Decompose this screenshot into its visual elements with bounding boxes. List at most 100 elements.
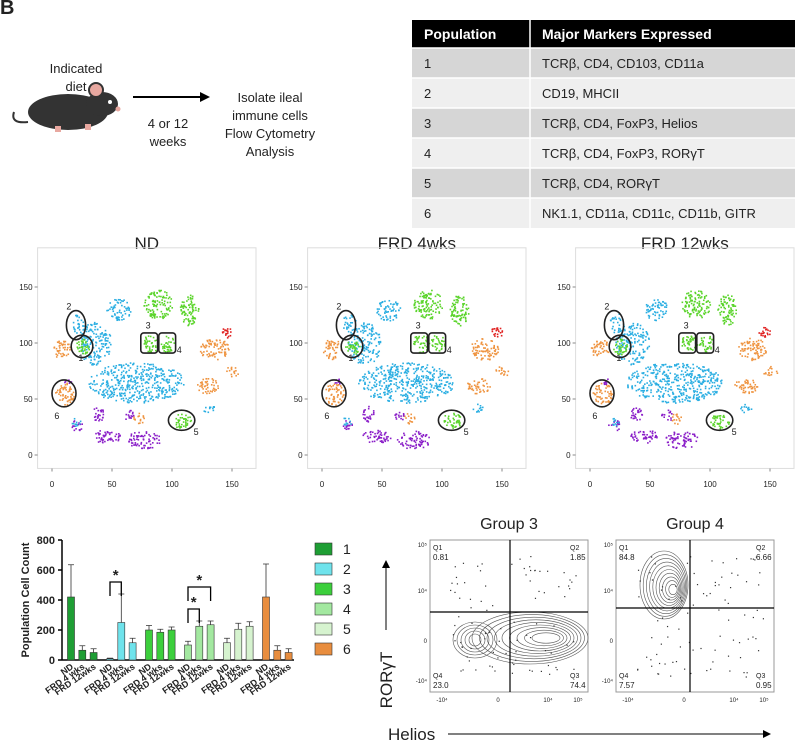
- cell-dot: [608, 393, 610, 395]
- cell-dot: [634, 431, 636, 433]
- cell-dot: [64, 349, 66, 351]
- cell-dot: [755, 349, 757, 351]
- cell-dot: [684, 345, 686, 347]
- cell-dot: [387, 436, 389, 438]
- cell-dot: [489, 386, 491, 388]
- cell-dot: [732, 314, 734, 316]
- cell-dot: [61, 356, 63, 358]
- cell-dot: [684, 309, 686, 311]
- cell-dot: [74, 423, 76, 425]
- cell-dot: [724, 416, 726, 418]
- cell-dot: [674, 401, 676, 403]
- cell-dot: [164, 397, 166, 399]
- x-tick-label: 10⁵: [759, 697, 769, 704]
- cell-dot: [631, 417, 633, 419]
- cell-dot: [463, 297, 465, 299]
- cell-dot: [621, 342, 623, 344]
- cell-dot: [132, 412, 134, 414]
- cell-dot: [414, 433, 416, 435]
- cell-dot: [164, 300, 166, 302]
- cell-dot: [116, 395, 118, 397]
- cell-dot: [377, 368, 379, 370]
- cell-dot: [363, 359, 365, 361]
- cell-dot: [618, 328, 620, 330]
- event-dot: [680, 646, 681, 647]
- cell-dot: [92, 339, 94, 341]
- cell-dot: [631, 411, 633, 413]
- cell-dot: [475, 385, 477, 387]
- cell-dot: [736, 381, 738, 383]
- cell-dot: [209, 343, 211, 345]
- cell-dot: [618, 329, 620, 331]
- cell-dot: [423, 336, 425, 338]
- output-label: Isolate ileal: [237, 90, 302, 105]
- cell-dot: [198, 308, 200, 310]
- cell-dot: [420, 401, 422, 403]
- cell-dot: [147, 311, 149, 313]
- cell-dot: [380, 305, 382, 307]
- cell-dot: [113, 389, 115, 391]
- cell-dot: [682, 386, 684, 388]
- cell-dot: [204, 347, 206, 349]
- cell-dot: [684, 441, 686, 443]
- cell-dot: [64, 344, 66, 346]
- cell-dot: [692, 349, 694, 351]
- cell-dot: [682, 339, 684, 341]
- gate-label: 3: [416, 320, 421, 330]
- cell-dot: [146, 381, 148, 383]
- cell-dot: [62, 389, 64, 391]
- cell-dot: [401, 390, 403, 392]
- cell-dot: [452, 427, 454, 429]
- cell-dot: [398, 415, 400, 417]
- cell-dot: [368, 417, 370, 419]
- cell-dot: [427, 309, 429, 311]
- cell-dot: [396, 379, 398, 381]
- cell-dot: [198, 390, 200, 392]
- cell-dot: [146, 309, 148, 311]
- cell-dot: [708, 370, 710, 372]
- arrow: [133, 92, 210, 102]
- cell-dot: [344, 427, 346, 429]
- cell-dot: [706, 308, 708, 310]
- cell-dot: [647, 366, 649, 368]
- cell-dot: [447, 377, 449, 379]
- cell-dot: [211, 391, 213, 393]
- cell-dot: [81, 343, 83, 345]
- cell-dot: [345, 418, 347, 420]
- event-dot: [672, 662, 673, 663]
- cell-dot: [620, 347, 622, 349]
- cell-dot: [345, 322, 347, 324]
- cell-dot: [96, 364, 98, 366]
- cell-dot: [683, 392, 685, 394]
- cell-dot: [441, 391, 443, 393]
- event-dot: [573, 669, 574, 670]
- cell-dot: [69, 390, 71, 392]
- cell-dot: [436, 347, 438, 349]
- cell-dot: [465, 313, 467, 315]
- event-dot: [512, 662, 513, 663]
- cell-dot: [159, 442, 161, 444]
- cell-dot: [102, 417, 104, 419]
- cell-dot: [636, 358, 638, 360]
- event-dot: [571, 582, 572, 583]
- x-tick-label: 150: [225, 480, 239, 489]
- cell-dot: [752, 345, 754, 347]
- cell-dot: [662, 414, 664, 416]
- cell-dot: [712, 423, 714, 425]
- gate-label: 4: [715, 345, 720, 355]
- cell-dot: [507, 374, 509, 376]
- cell-dot: [675, 396, 677, 398]
- cell-dot: [714, 393, 716, 395]
- cell-dot: [161, 299, 163, 301]
- cell-dot: [348, 345, 350, 347]
- cell-dot: [159, 390, 161, 392]
- cell-dot: [376, 390, 378, 392]
- cell-dot: [681, 370, 683, 372]
- cell-dot: [708, 311, 710, 313]
- cell-dot: [118, 433, 120, 435]
- cell-dot: [85, 342, 87, 344]
- cell-dot: [453, 304, 455, 306]
- cell-dot: [105, 330, 107, 332]
- cell-dot: [363, 417, 365, 419]
- legend-label: 3: [343, 581, 351, 597]
